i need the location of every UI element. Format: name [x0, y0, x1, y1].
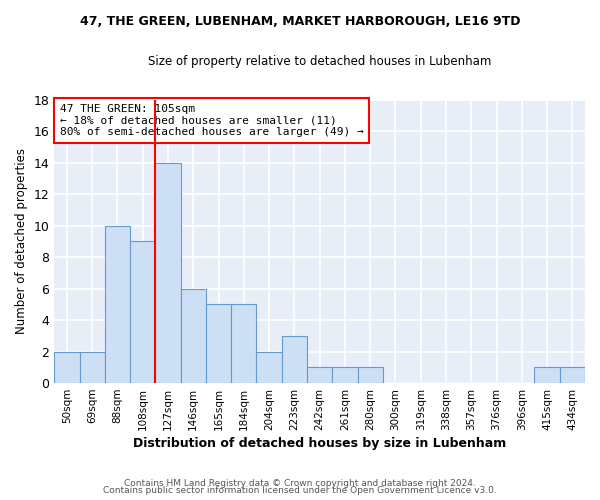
- Text: Contains HM Land Registry data © Crown copyright and database right 2024.: Contains HM Land Registry data © Crown c…: [124, 478, 476, 488]
- Text: Contains public sector information licensed under the Open Government Licence v3: Contains public sector information licen…: [103, 486, 497, 495]
- Bar: [282, 336, 307, 383]
- Bar: [560, 368, 585, 383]
- Bar: [206, 304, 231, 383]
- Bar: [54, 352, 80, 383]
- Title: Size of property relative to detached houses in Lubenham: Size of property relative to detached ho…: [148, 55, 491, 68]
- Y-axis label: Number of detached properties: Number of detached properties: [15, 148, 28, 334]
- Bar: [256, 352, 282, 383]
- Bar: [105, 226, 130, 383]
- Bar: [332, 368, 358, 383]
- Bar: [535, 368, 560, 383]
- Bar: [80, 352, 105, 383]
- Text: 47 THE GREEN: 105sqm
← 18% of detached houses are smaller (11)
80% of semi-detac: 47 THE GREEN: 105sqm ← 18% of detached h…: [59, 104, 364, 137]
- Bar: [231, 304, 256, 383]
- Text: 47, THE GREEN, LUBENHAM, MARKET HARBOROUGH, LE16 9TD: 47, THE GREEN, LUBENHAM, MARKET HARBOROU…: [80, 15, 520, 28]
- Bar: [358, 368, 383, 383]
- Bar: [307, 368, 332, 383]
- Bar: [155, 162, 181, 383]
- Bar: [181, 288, 206, 383]
- Bar: [130, 242, 155, 383]
- X-axis label: Distribution of detached houses by size in Lubenham: Distribution of detached houses by size …: [133, 437, 506, 450]
